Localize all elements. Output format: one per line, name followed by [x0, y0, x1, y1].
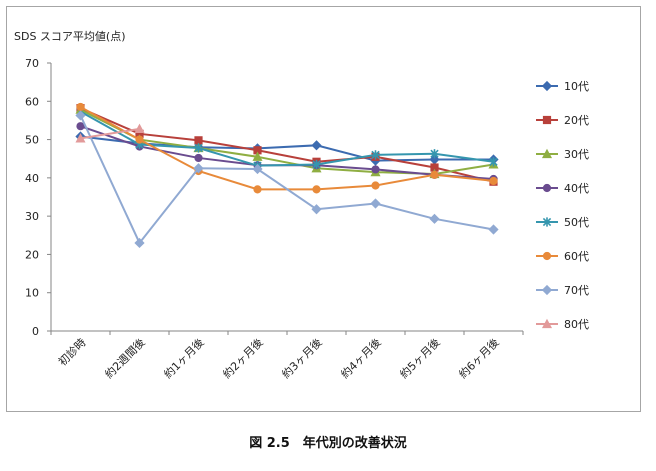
y-tick-label: 0	[32, 325, 39, 338]
legend-marker	[541, 318, 553, 329]
x-category-label: 約1ヶ月後	[161, 335, 207, 381]
x-category-label: 初診時	[55, 335, 88, 368]
y-tick-label: 20	[25, 248, 39, 261]
legend-label: 10代	[564, 80, 589, 93]
legend-entry: 20代	[536, 114, 589, 127]
y-tick-label: 40	[25, 172, 39, 185]
series-line	[80, 107, 494, 183]
series-70代	[75, 110, 499, 249]
data-point	[194, 143, 203, 153]
y-tick-label: 10	[25, 287, 39, 300]
legend-entry: 40代	[536, 182, 589, 195]
data-point	[311, 204, 322, 215]
data-point	[430, 149, 439, 159]
data-point	[430, 170, 439, 179]
x-category-label: 約2ヶ月後	[220, 335, 266, 381]
data-point	[370, 198, 381, 209]
data-point	[134, 123, 145, 133]
x-category-label: 約4ヶ月後	[338, 335, 384, 381]
legend-marker	[542, 217, 552, 227]
legend-label: 40代	[564, 182, 589, 195]
data-point	[194, 153, 203, 163]
data-point	[371, 150, 380, 160]
data-point	[252, 151, 263, 161]
data-point	[489, 176, 498, 186]
chart-frame	[6, 6, 641, 412]
legend-marker	[541, 80, 553, 92]
y-tick-label: 30	[25, 210, 39, 223]
legend-label: 50代	[564, 216, 589, 229]
legend-label: 20代	[564, 114, 589, 127]
x-category-label: 約6ヶ月後	[456, 335, 502, 381]
data-point	[489, 157, 498, 167]
legend-entry: 70代	[536, 284, 589, 297]
y-axis-title: SDS スコア平均値(点)	[14, 30, 126, 43]
legend-label: 70代	[564, 284, 589, 297]
legend-entry: 30代	[536, 148, 589, 161]
x-category-label: 約3ヶ月後	[279, 335, 325, 381]
x-category-label: 約2週間後	[102, 335, 148, 381]
data-point	[252, 163, 263, 175]
legend-marker	[541, 148, 553, 159]
data-point	[371, 165, 380, 174]
data-point	[371, 181, 380, 190]
legend-marker	[542, 115, 552, 125]
data-point	[488, 224, 499, 235]
legend-marker	[541, 284, 553, 296]
legend-entry: 80代	[536, 318, 589, 331]
y-tick-label: 70	[25, 57, 39, 70]
y-tick-label: 50	[25, 134, 39, 147]
data-point	[76, 122, 85, 131]
data-point	[135, 135, 144, 144]
legend-label: 30代	[564, 148, 589, 161]
legend-entry: 50代	[536, 216, 589, 229]
figure-caption: 図 2.5 年代別の改善状況	[249, 436, 407, 451]
data-point	[312, 159, 321, 170]
data-point	[75, 110, 86, 121]
data-point	[75, 133, 86, 143]
data-point	[193, 163, 204, 174]
legend-label: 80代	[564, 318, 589, 331]
x-category-label: 約5ヶ月後	[397, 335, 443, 381]
data-point	[311, 140, 322, 151]
legend-marker	[542, 251, 552, 261]
series-line	[80, 127, 140, 140]
legend-marker	[542, 183, 552, 193]
series-80代	[75, 123, 145, 143]
legend-entry: 10代	[536, 80, 589, 93]
y-tick-label: 60	[25, 95, 39, 108]
legend-entry: 60代	[536, 250, 589, 263]
data-point	[312, 185, 321, 194]
data-point	[253, 185, 262, 194]
data-point	[429, 213, 440, 224]
series-line	[79, 115, 494, 245]
data-point	[134, 237, 145, 249]
legend-label: 60代	[564, 250, 589, 263]
data-point	[76, 102, 85, 112]
